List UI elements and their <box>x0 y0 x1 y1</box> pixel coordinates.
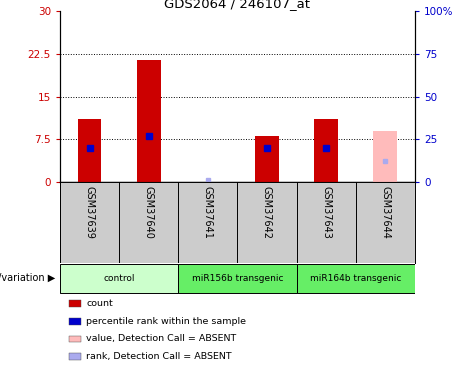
Text: miR156b transgenic: miR156b transgenic <box>192 274 283 283</box>
Bar <box>314 119 338 182</box>
Bar <box>77 119 101 182</box>
Bar <box>296 264 415 293</box>
Text: percentile rank within the sample: percentile rank within the sample <box>86 317 246 326</box>
Text: value, Detection Call = ABSENT: value, Detection Call = ABSENT <box>86 334 236 344</box>
Text: GSM37643: GSM37643 <box>321 186 331 239</box>
Bar <box>137 60 160 182</box>
Bar <box>255 136 279 182</box>
Text: GSM37644: GSM37644 <box>380 186 390 239</box>
Text: GSM37640: GSM37640 <box>144 186 154 239</box>
Text: rank, Detection Call = ABSENT: rank, Detection Call = ABSENT <box>86 352 232 361</box>
Title: GDS2064 / 246107_at: GDS2064 / 246107_at <box>165 0 310 10</box>
Text: GSM37641: GSM37641 <box>203 186 213 239</box>
Text: count: count <box>86 299 113 308</box>
Text: control: control <box>103 274 135 283</box>
Text: GSM37642: GSM37642 <box>262 186 272 239</box>
Text: genotype/variation ▶: genotype/variation ▶ <box>0 273 55 284</box>
Bar <box>178 264 296 293</box>
Bar <box>60 264 178 293</box>
Text: GSM37639: GSM37639 <box>84 186 95 239</box>
Bar <box>373 131 397 182</box>
Text: miR164b transgenic: miR164b transgenic <box>310 274 402 283</box>
